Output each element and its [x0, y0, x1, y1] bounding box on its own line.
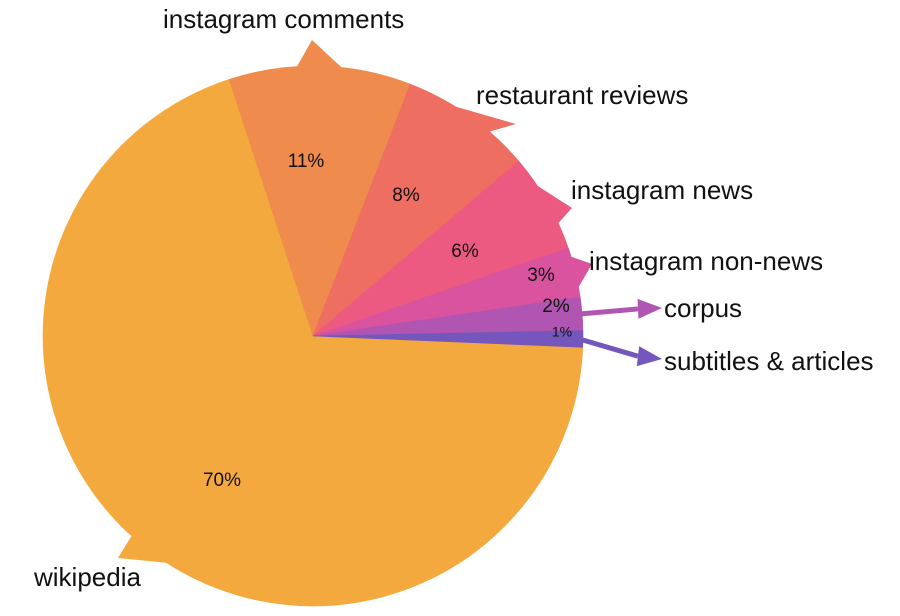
- callout-corpus-arrowhead: [637, 298, 662, 319]
- callout-subtitles-articles-arrowhead: [636, 346, 662, 367]
- category-label-corpus: corpus: [664, 293, 742, 323]
- category-label-instagram-news: instagram news: [571, 175, 753, 205]
- percent-label-instagram-comments: 11%: [288, 151, 325, 172]
- percent-label-subtitles-articles: 1%: [552, 324, 572, 340]
- percent-label-instagram-non-news: 3%: [527, 265, 555, 286]
- category-label-instagram-non-news: instagram non-news: [589, 246, 823, 276]
- category-label-wikipedia: wikipedia: [33, 562, 141, 592]
- percent-labels: 70% 11% 8% 6% 3% 2% 1%: [203, 151, 572, 491]
- callout-corpus-line: [577, 306, 639, 317]
- category-labels: wikipedia instagram comments restaurant re…: [33, 4, 874, 592]
- percent-label-corpus: 2%: [542, 296, 570, 317]
- callout-subtitles-articles-line: [578, 336, 639, 359]
- percent-label-instagram-news: 6%: [451, 241, 479, 262]
- callout-markers: [118, 40, 662, 564]
- callout-instagram-comments: [295, 40, 345, 70]
- callout-restaurant-reviews: [447, 104, 516, 133]
- callout-instagram-news: [533, 182, 572, 225]
- percent-label-wikipedia: 70%: [203, 470, 241, 491]
- callout-instagram-non-news: [568, 255, 592, 290]
- percent-label-restaurant-reviews: 8%: [392, 185, 420, 206]
- category-label-subtitles-articles: subtitles & articles: [664, 346, 874, 376]
- category-label-restaurant-reviews: restaurant reviews: [476, 80, 688, 110]
- category-label-instagram-comments: instagram comments: [163, 4, 404, 34]
- callout-wikipedia: [118, 534, 171, 564]
- pie-slices: [42, 65, 584, 607]
